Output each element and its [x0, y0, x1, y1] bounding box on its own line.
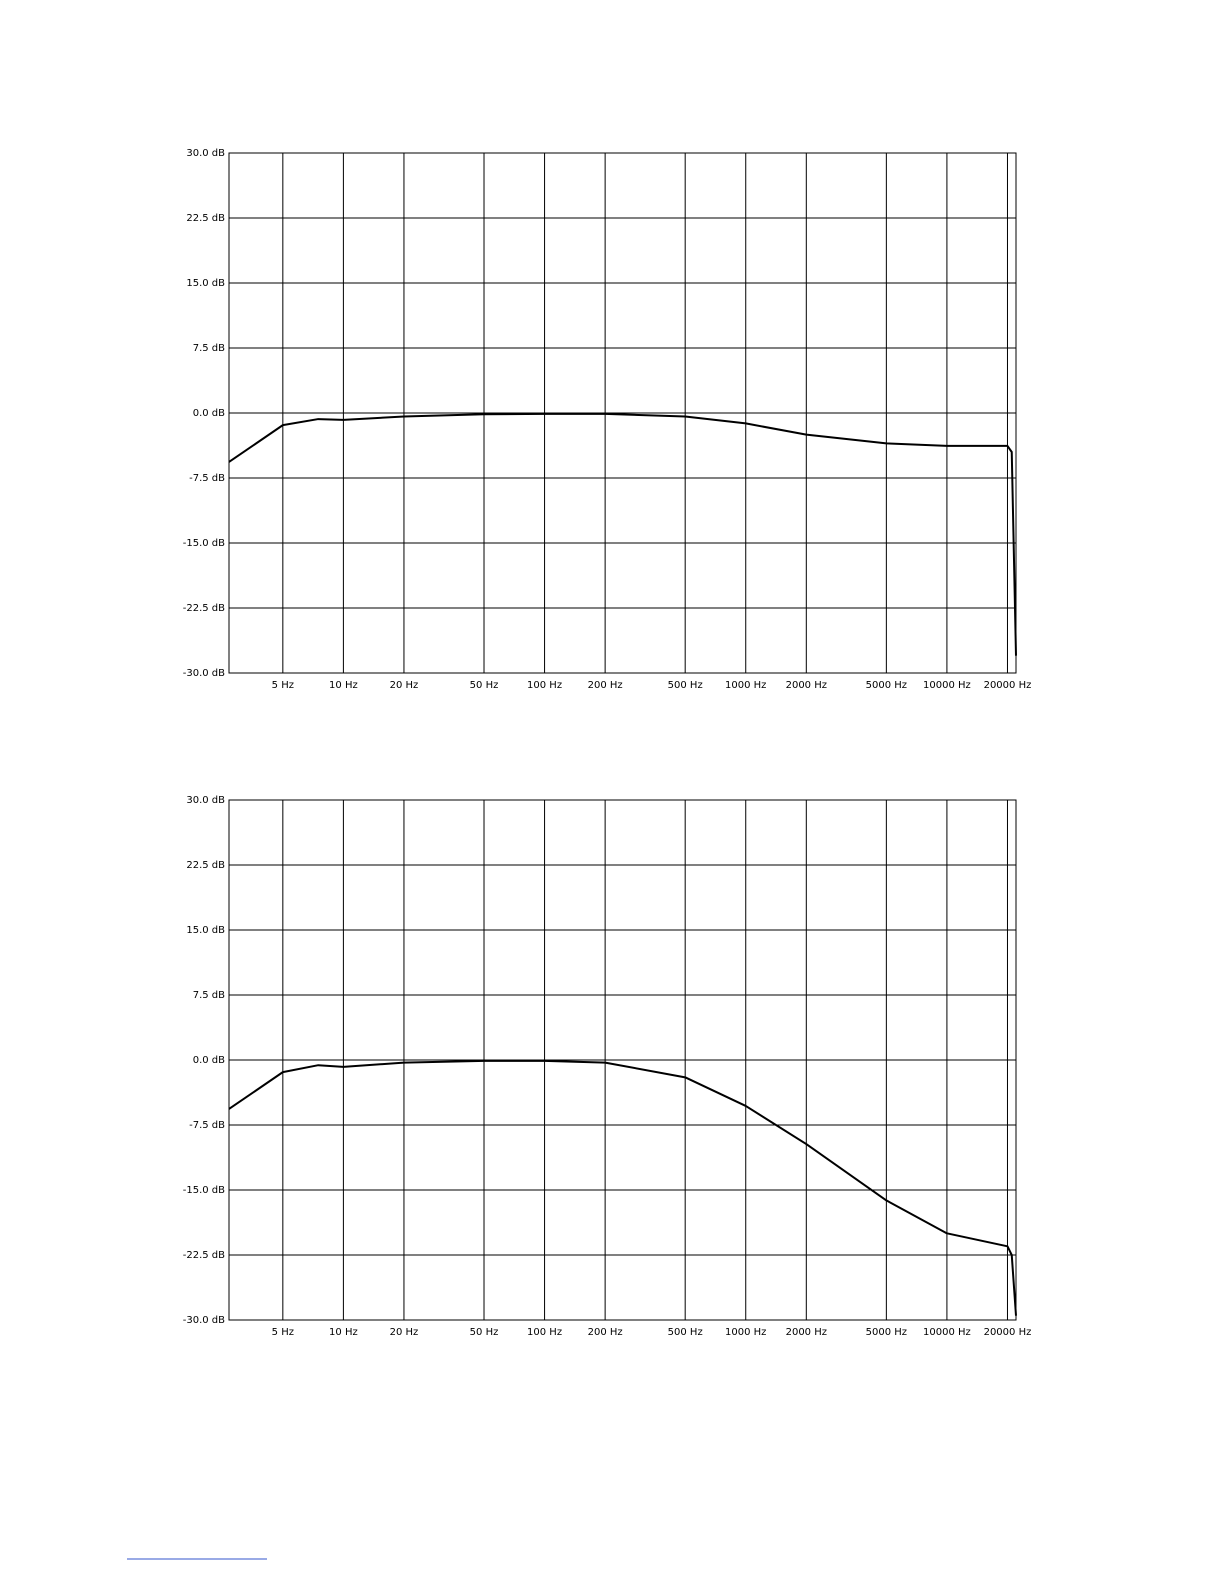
- y-tick-label: -7.5 dB: [189, 473, 225, 484]
- x-tick-label: 50 Hz: [470, 680, 499, 691]
- x-tick-label: 20000 Hz: [984, 680, 1032, 691]
- x-tick-label: 10000 Hz: [923, 1327, 971, 1338]
- x-tick-label: 50 Hz: [470, 1327, 499, 1338]
- x-tick-label: 100 Hz: [527, 680, 562, 691]
- x-tick-label: 200 Hz: [588, 1327, 623, 1338]
- response-line: [228, 1059, 1017, 1316]
- y-tick-label: 7.5 dB: [193, 343, 225, 354]
- y-tick-label: -30.0 dB: [183, 1315, 225, 1326]
- y-tick-label: -22.5 dB: [183, 1250, 225, 1261]
- y-tick-label: 30.0 dB: [186, 795, 225, 806]
- y-tick-label: -15.0 dB: [183, 1185, 225, 1196]
- x-tick-label: 20 Hz: [390, 680, 419, 691]
- x-tick-label: 5 Hz: [272, 680, 294, 691]
- x-tick-label: 10 Hz: [329, 1327, 358, 1338]
- x-tick-label: 10000 Hz: [923, 680, 971, 691]
- y-tick-label: 0.0 dB: [193, 1055, 225, 1066]
- y-tick-label: 0.0 dB: [193, 408, 225, 419]
- x-tick-label: 100 Hz: [527, 1327, 562, 1338]
- x-tick-label: 200 Hz: [588, 680, 623, 691]
- x-tick-label: 500 Hz: [668, 680, 703, 691]
- x-tick-label: 10 Hz: [329, 680, 358, 691]
- y-tick-label: 22.5 dB: [186, 213, 225, 224]
- x-tick-label: 2000 Hz: [786, 1327, 827, 1338]
- x-tick-label: 5 Hz: [272, 1327, 294, 1338]
- x-tick-label: 20000 Hz: [984, 1327, 1032, 1338]
- y-tick-label: -15.0 dB: [183, 538, 225, 549]
- x-tick-label: 5000 Hz: [866, 1327, 907, 1338]
- y-tick-label: 15.0 dB: [186, 925, 225, 936]
- x-tick-label: 1000 Hz: [725, 680, 766, 691]
- x-tick-label: 1000 Hz: [725, 1327, 766, 1338]
- response-line: [228, 412, 1017, 656]
- x-tick-label: 500 Hz: [668, 1327, 703, 1338]
- y-tick-label: 30.0 dB: [186, 148, 225, 159]
- y-tick-label: 7.5 dB: [193, 990, 225, 1001]
- y-tick-label: 22.5 dB: [186, 860, 225, 871]
- x-tick-label: 2000 Hz: [786, 680, 827, 691]
- y-tick-label: -22.5 dB: [183, 603, 225, 614]
- x-tick-label: 20 Hz: [390, 1327, 419, 1338]
- y-tick-label: 15.0 dB: [186, 278, 225, 289]
- y-tick-label: -7.5 dB: [189, 1120, 225, 1131]
- x-tick-label: 5000 Hz: [866, 680, 907, 691]
- y-tick-label: -30.0 dB: [183, 668, 225, 679]
